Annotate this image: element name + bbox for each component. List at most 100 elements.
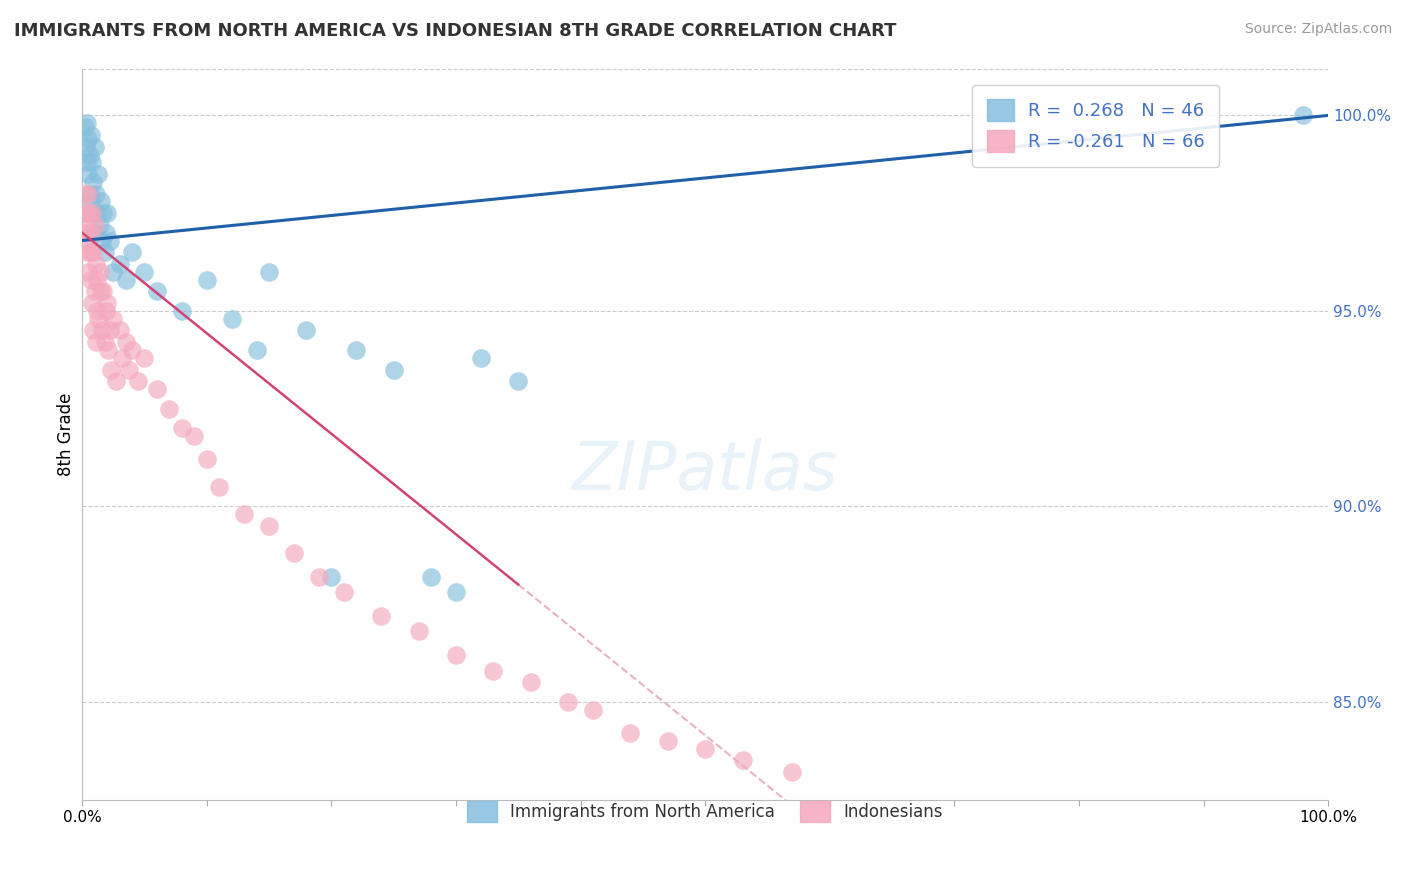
Point [93, 245, 115, 260]
Point [619, 726, 641, 740]
Point [221, 311, 243, 326]
Point [233, 507, 256, 521]
Point [104, 374, 127, 388]
Point [519, 675, 541, 690]
Point [557, 695, 579, 709]
Point [80, 206, 103, 220]
Legend: Immigrants from North America, Indonesians: Immigrants from North America, Indonesia… [454, 788, 956, 835]
Point [82, 323, 104, 337]
Point [111, 351, 134, 365]
Point [80, 155, 103, 169]
Point [96, 296, 118, 310]
Point [695, 741, 717, 756]
Point [127, 374, 149, 388]
Point [444, 648, 467, 662]
Point [582, 703, 605, 717]
Point [90, 194, 112, 209]
Point [89, 265, 111, 279]
Point [75, 234, 97, 248]
Point [470, 351, 492, 365]
Point [87, 311, 110, 326]
Point [245, 343, 267, 357]
Point [782, 765, 804, 780]
Point [146, 382, 169, 396]
Point [420, 570, 443, 584]
Point [121, 245, 143, 260]
Point [121, 343, 143, 357]
Point [91, 206, 114, 220]
Point [79, 186, 101, 201]
Point [283, 546, 305, 560]
Point [73, 226, 96, 240]
Point [90, 285, 112, 299]
Point [77, 186, 100, 201]
Point [77, 265, 100, 279]
Text: IMMIGRANTS FROM NORTH AMERICA VS INDONESIAN 8TH GRADE CORRELATION CHART: IMMIGRANTS FROM NORTH AMERICA VS INDONES… [14, 22, 897, 40]
Point [157, 401, 180, 416]
Point [91, 234, 114, 248]
Point [114, 335, 136, 350]
Point [83, 218, 105, 232]
Point [79, 147, 101, 161]
Point [91, 323, 114, 337]
Point [208, 480, 231, 494]
Point [86, 304, 108, 318]
Y-axis label: 8th Grade: 8th Grade [58, 392, 75, 475]
Point [76, 155, 98, 169]
Point [87, 167, 110, 181]
Point [91, 285, 114, 299]
Point [321, 570, 343, 584]
Point [76, 245, 98, 260]
Point [657, 734, 679, 748]
Point [76, 116, 98, 130]
Point [72, 206, 94, 220]
Point [84, 335, 107, 350]
Point [482, 664, 505, 678]
Point [408, 624, 430, 639]
Point [108, 323, 131, 337]
Point [82, 245, 104, 260]
Point [96, 206, 118, 220]
Point [370, 608, 392, 623]
Point [73, 120, 96, 135]
Point [108, 257, 131, 271]
Point [86, 272, 108, 286]
Point [94, 226, 117, 240]
Point [80, 128, 103, 142]
Point [257, 519, 280, 533]
Point [76, 218, 98, 232]
Point [295, 323, 318, 337]
Point [100, 362, 122, 376]
Text: Source: ZipAtlas.com: Source: ZipAtlas.com [1244, 22, 1392, 37]
Point [77, 132, 100, 146]
Point [77, 167, 100, 181]
Point [80, 296, 103, 310]
Point [79, 206, 101, 220]
Point [83, 139, 105, 153]
Point [344, 343, 367, 357]
Point [170, 421, 193, 435]
Text: ZIPatlas: ZIPatlas [572, 438, 838, 504]
Point [308, 570, 330, 584]
Point [146, 285, 169, 299]
Point [444, 585, 467, 599]
Point [170, 304, 193, 318]
Point [86, 206, 108, 220]
Point [183, 429, 205, 443]
Point [80, 194, 103, 209]
Point [134, 265, 156, 279]
Point [80, 272, 103, 286]
Point [79, 245, 101, 260]
Point [82, 175, 104, 189]
Point [89, 218, 111, 232]
Point [134, 351, 156, 365]
Point [1292, 108, 1315, 122]
Point [80, 226, 103, 240]
Point [84, 186, 107, 201]
Point [731, 754, 754, 768]
Point [98, 323, 121, 337]
Point [118, 362, 141, 376]
Point [195, 272, 218, 286]
Point [93, 335, 115, 350]
Point [103, 265, 125, 279]
